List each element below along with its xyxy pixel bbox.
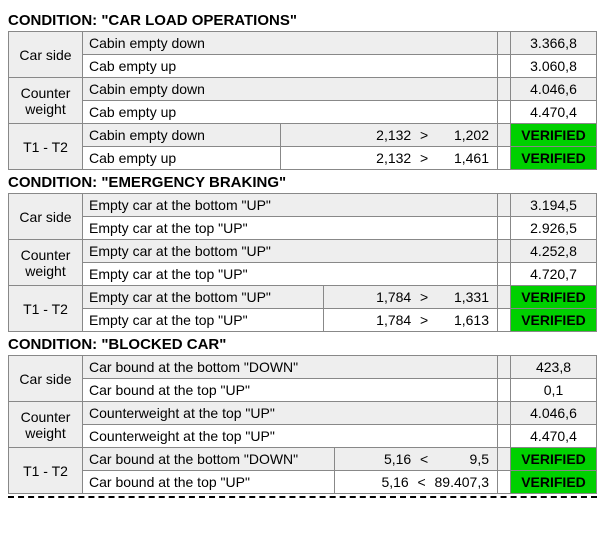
dashed-separator bbox=[8, 496, 597, 498]
table-row: T1 - T2 Car bound at the bottom "DOWN" 5… bbox=[9, 448, 597, 471]
row-comparison: 2,132 > 1,202 bbox=[281, 124, 498, 147]
row-comparison: 5,16 < 9,5 bbox=[335, 448, 498, 471]
group-label: T1 - T2 bbox=[9, 124, 83, 170]
spacer bbox=[498, 309, 511, 332]
row-value: 3.194,5 bbox=[511, 194, 597, 217]
row-desc: Empty car at the bottom "UP" bbox=[83, 194, 498, 217]
group-label: Counter weight bbox=[9, 78, 83, 124]
table-row: T1 - T2 Cabin empty down 2,132 > 1,202 V… bbox=[9, 124, 597, 147]
spacer bbox=[498, 78, 511, 101]
row-value: 4.470,4 bbox=[511, 425, 597, 448]
status-badge: VERIFIED bbox=[511, 286, 597, 309]
row-desc: Empty car at the bottom "UP" bbox=[83, 286, 324, 309]
row-value: 423,8 bbox=[511, 356, 597, 379]
spacer bbox=[498, 379, 511, 402]
row-desc: Cabin empty down bbox=[83, 124, 281, 147]
table-row: Car side Cabin empty down 3.366,8 bbox=[9, 32, 597, 55]
table-row: Car side Empty car at the bottom "UP" 3.… bbox=[9, 194, 597, 217]
row-desc: Car bound at the bottom "DOWN" bbox=[83, 448, 335, 471]
group-label: Car side bbox=[9, 32, 83, 78]
table-row: Counter weight Empty car at the bottom "… bbox=[9, 240, 597, 263]
row-desc: Car bound at the top "UP" bbox=[83, 471, 335, 494]
row-value: 4.046,6 bbox=[511, 402, 597, 425]
status-badge: VERIFIED bbox=[511, 309, 597, 332]
spacer bbox=[498, 194, 511, 217]
group-label: Counter weight bbox=[9, 240, 83, 286]
row-value: 2.926,5 bbox=[511, 217, 597, 240]
spacer bbox=[498, 32, 511, 55]
table-row: Cab empty up 4.470,4 bbox=[9, 101, 597, 124]
table-row: Empty car at the top "UP" 1,784 > 1,613 … bbox=[9, 309, 597, 332]
row-desc: Empty car at the bottom "UP" bbox=[83, 240, 498, 263]
section-title: CONDITION: "CAR LOAD OPERATIONS" bbox=[8, 12, 597, 29]
row-desc: Counterweight at the top "UP" bbox=[83, 425, 498, 448]
row-comparison: 1,784 > 1,613 bbox=[323, 309, 497, 332]
group-label: T1 - T2 bbox=[9, 286, 83, 332]
table-row: Counterweight at the top "UP" 4.470,4 bbox=[9, 425, 597, 448]
section-table: Car side Cabin empty down 3.366,8 Cab em… bbox=[8, 31, 597, 170]
row-desc: Empty car at the top "UP" bbox=[83, 217, 498, 240]
row-desc: Cabin empty down bbox=[83, 32, 498, 55]
row-value: 4.046,6 bbox=[511, 78, 597, 101]
status-badge: VERIFIED bbox=[511, 147, 597, 170]
table-row: Counter weight Cabin empty down 4.046,6 bbox=[9, 78, 597, 101]
status-badge: VERIFIED bbox=[511, 448, 597, 471]
table-row: Counter weight Counterweight at the top … bbox=[9, 402, 597, 425]
group-label: Car side bbox=[9, 356, 83, 402]
spacer bbox=[498, 240, 511, 263]
spacer bbox=[498, 147, 511, 170]
spacer bbox=[498, 217, 511, 240]
spacer bbox=[498, 263, 511, 286]
status-badge: VERIFIED bbox=[511, 124, 597, 147]
spacer bbox=[498, 101, 511, 124]
table-row: Empty car at the top "UP" 4.720,7 bbox=[9, 263, 597, 286]
table-row: Empty car at the top "UP" 2.926,5 bbox=[9, 217, 597, 240]
table-row: Car side Car bound at the bottom "DOWN" … bbox=[9, 356, 597, 379]
row-comparison: 1,784 > 1,331 bbox=[323, 286, 497, 309]
row-value: 4.720,7 bbox=[511, 263, 597, 286]
row-value: 3.366,8 bbox=[511, 32, 597, 55]
row-value: 0,1 bbox=[511, 379, 597, 402]
row-desc: Cabin empty down bbox=[83, 78, 498, 101]
row-desc: Counterweight at the top "UP" bbox=[83, 402, 498, 425]
spacer bbox=[498, 448, 511, 471]
row-value: 3.060,8 bbox=[511, 55, 597, 78]
section-table: Car side Empty car at the bottom "UP" 3.… bbox=[8, 193, 597, 332]
row-comparison: 5,16 < 89.407,3 bbox=[335, 471, 498, 494]
row-desc: Cab empty up bbox=[83, 101, 498, 124]
spacer bbox=[498, 286, 511, 309]
status-badge: VERIFIED bbox=[511, 471, 597, 494]
section-table: Car side Car bound at the bottom "DOWN" … bbox=[8, 355, 597, 494]
row-comparison: 2,132 > 1,461 bbox=[281, 147, 498, 170]
table-row: Car bound at the top "UP" 0,1 bbox=[9, 379, 597, 402]
group-label: Counter weight bbox=[9, 402, 83, 448]
group-label: Car side bbox=[9, 194, 83, 240]
row-desc: Car bound at the bottom "DOWN" bbox=[83, 356, 498, 379]
table-row: Car bound at the top "UP" 5,16 < 89.407,… bbox=[9, 471, 597, 494]
row-desc: Empty car at the top "UP" bbox=[83, 263, 498, 286]
spacer bbox=[498, 356, 511, 379]
row-desc: Car bound at the top "UP" bbox=[83, 379, 498, 402]
table-row: Cab empty up 3.060,8 bbox=[9, 55, 597, 78]
section-title: CONDITION: "EMERGENCY BRAKING" bbox=[8, 174, 597, 191]
row-desc: Cab empty up bbox=[83, 147, 281, 170]
row-value: 4.470,4 bbox=[511, 101, 597, 124]
section-title: CONDITION: "BLOCKED CAR" bbox=[8, 336, 597, 353]
spacer bbox=[498, 425, 511, 448]
spacer bbox=[498, 55, 511, 78]
spacer bbox=[498, 402, 511, 425]
row-desc: Cab empty up bbox=[83, 55, 498, 78]
spacer bbox=[498, 124, 511, 147]
row-value: 4.252,8 bbox=[511, 240, 597, 263]
table-row: Cab empty up 2,132 > 1,461 VERIFIED bbox=[9, 147, 597, 170]
row-desc: Empty car at the top "UP" bbox=[83, 309, 324, 332]
group-label: T1 - T2 bbox=[9, 448, 83, 494]
table-row: T1 - T2 Empty car at the bottom "UP" 1,7… bbox=[9, 286, 597, 309]
spacer bbox=[498, 471, 511, 494]
